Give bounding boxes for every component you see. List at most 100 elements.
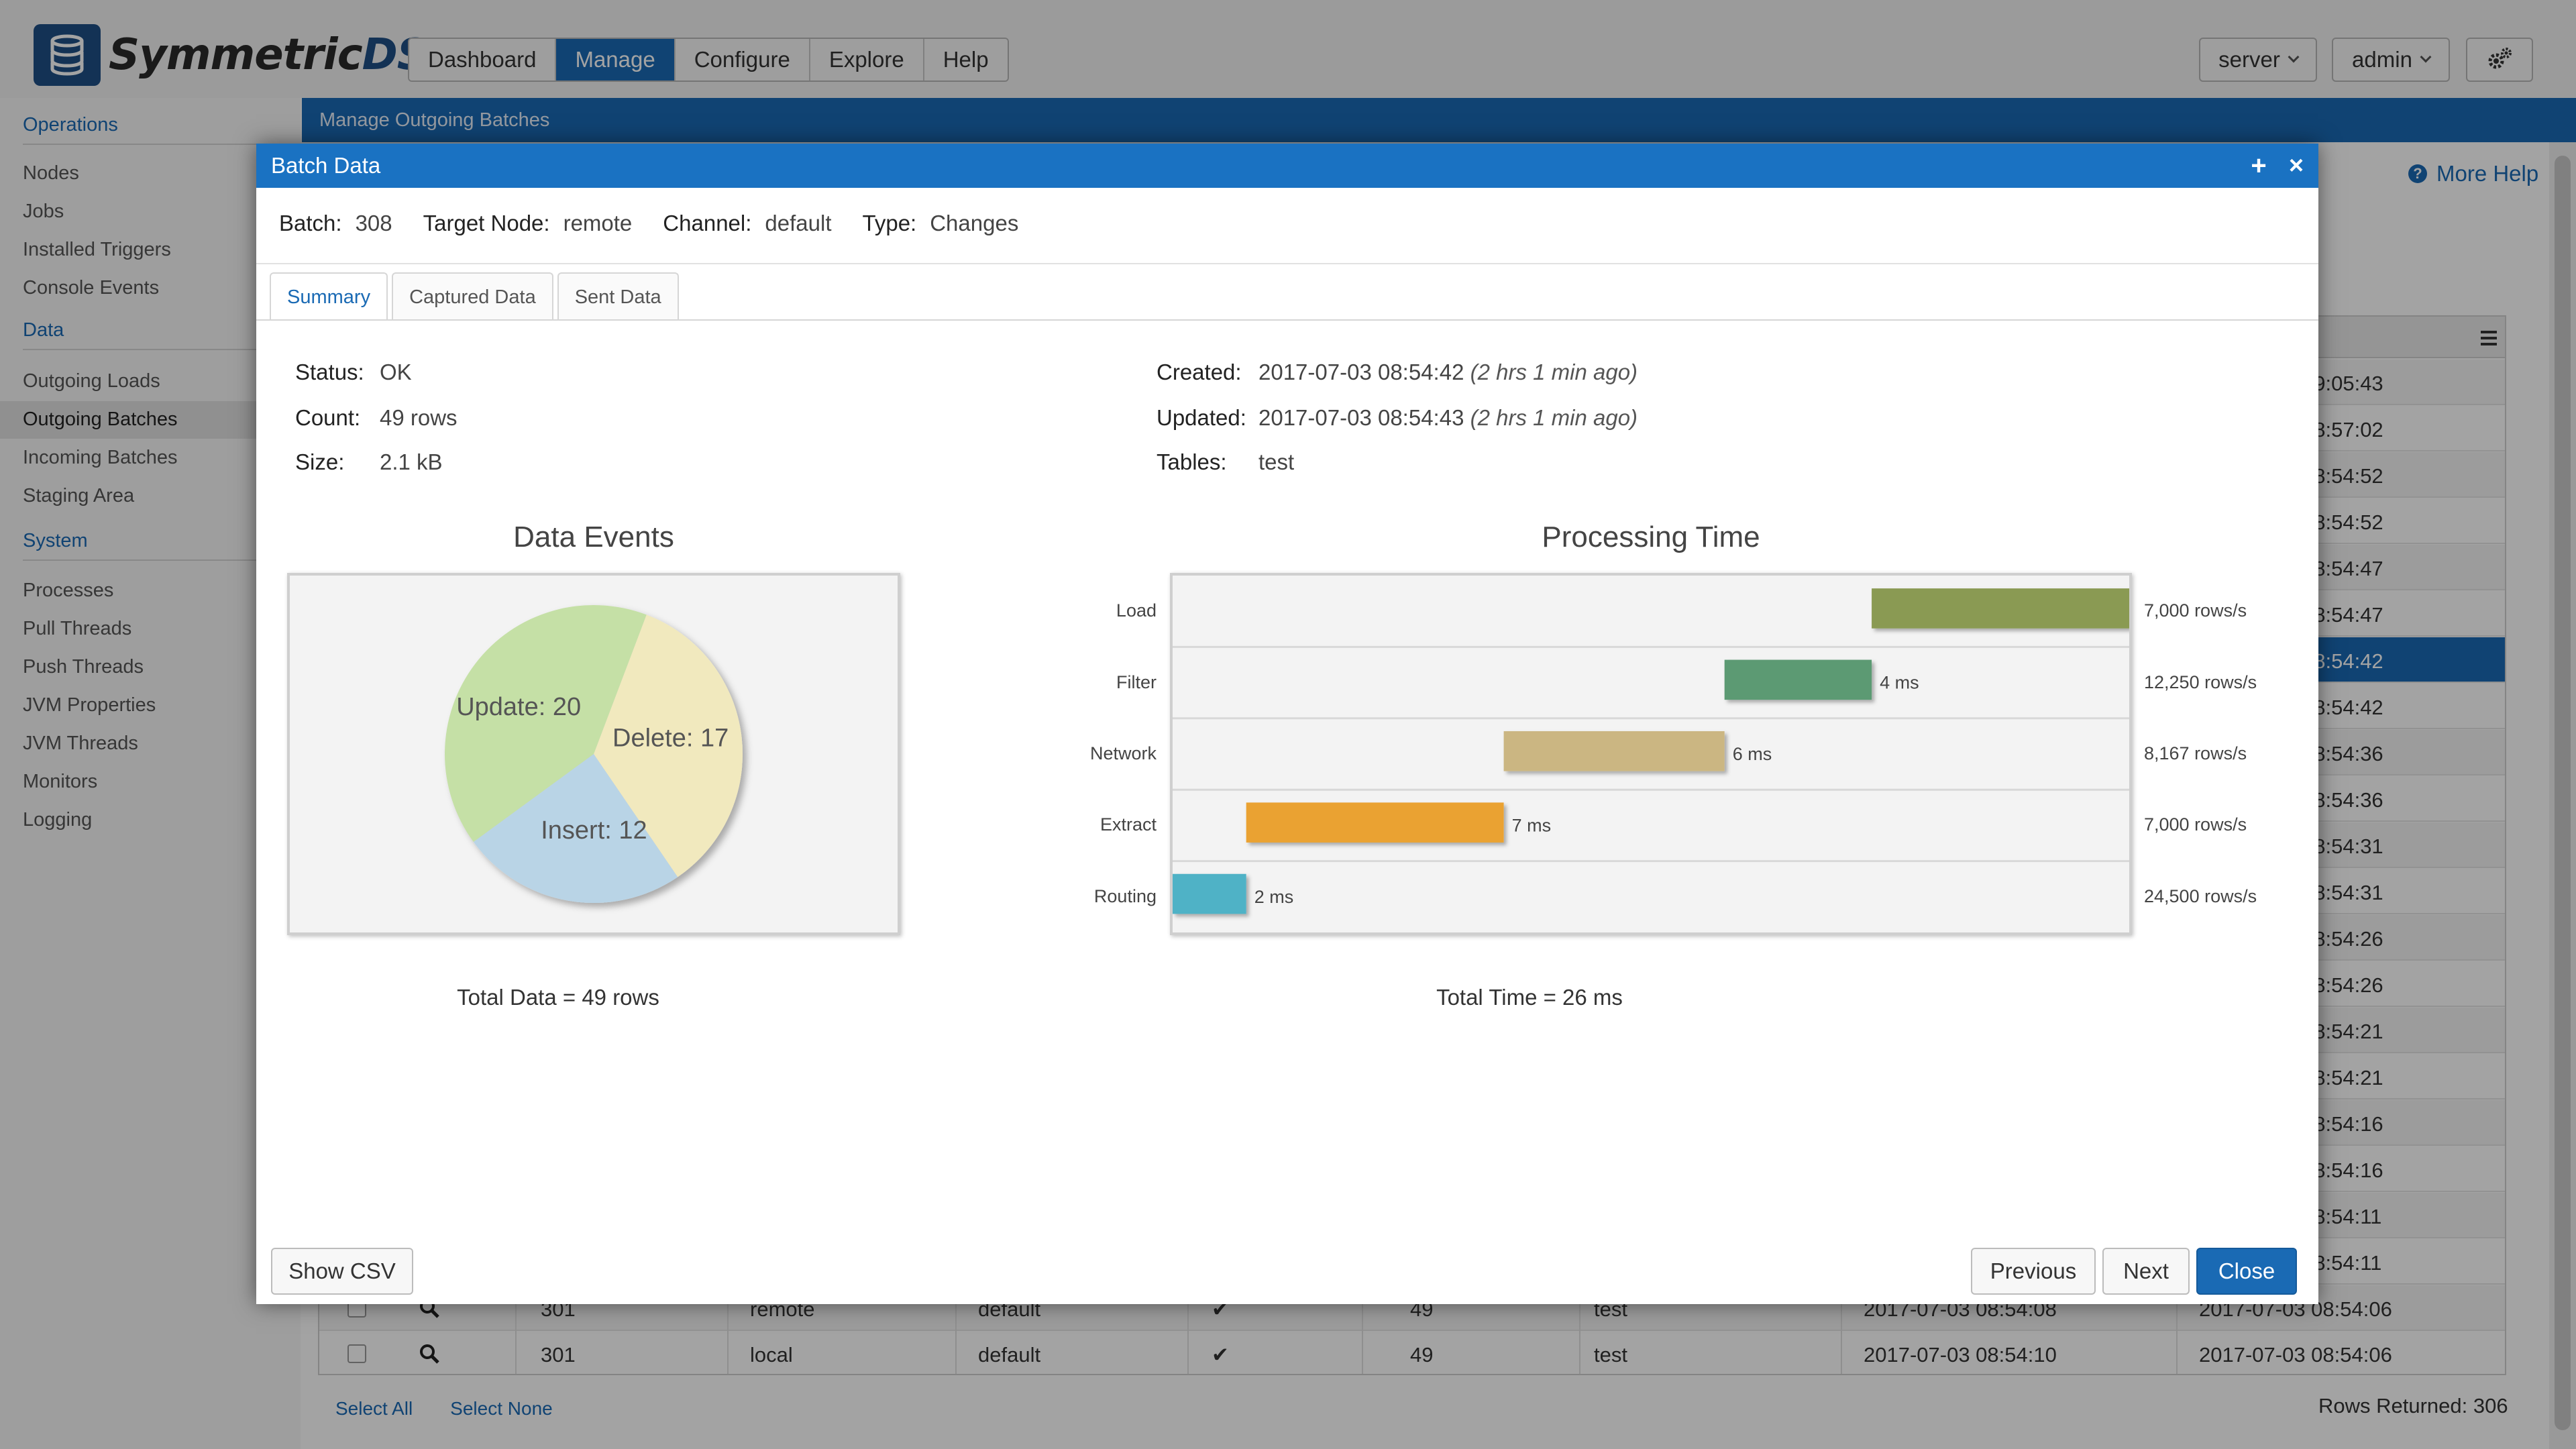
sidebar-item-installed-triggers[interactable]: Installed Triggers: [23, 239, 171, 260]
pie-slice-label: Insert: 12: [541, 816, 647, 845]
updated-label: Updated:: [1157, 405, 1246, 430]
sidebar-item-staging-area[interactable]: Staging Area: [23, 485, 135, 506]
sidebar-item-incoming-batches[interactable]: Incoming Batches: [23, 447, 178, 468]
row-checkbox[interactable]: [347, 1344, 366, 1363]
sidebar-item-push-threads[interactable]: Push Threads: [23, 656, 144, 678]
bar-value-label: 4 ms: [1880, 673, 1919, 693]
count-label: Count:: [295, 405, 361, 430]
updated-field: Updated: 2017-07-03 08:54:43 (2 hrs 1 min…: [1157, 405, 1638, 431]
data-events-chart: Delete: 17 Insert: 12 Update: 20: [287, 573, 900, 935]
next-button[interactable]: Next: [2102, 1248, 2190, 1295]
sidebar-item-monitors[interactable]: Monitors: [23, 771, 98, 792]
scrollbar-thumb[interactable]: [2555, 156, 2571, 1430]
nav-configure[interactable]: Configure: [675, 39, 810, 80]
logo-icon: [34, 24, 101, 86]
sidebar-item-processes[interactable]: Processes: [23, 580, 114, 601]
last-update-time: 2017-07-03 08:54:06: [2199, 1343, 2392, 1366]
rate-label-network: 8,167 rows/s: [2144, 743, 2247, 763]
user-menu[interactable]: admin: [2332, 38, 2450, 82]
batch-id: 301: [541, 1343, 576, 1366]
status-field: Status: OK: [295, 360, 412, 385]
bar-filter[interactable]: [1724, 659, 1872, 700]
sidebar-item-jobs[interactable]: Jobs: [23, 201, 64, 222]
sidebar-item-console-events[interactable]: Console Events: [23, 277, 160, 299]
processing-time-chart: 7 ms4 ms6 ms7 ms2 ms: [1170, 573, 2132, 935]
bar-value-label: 2 ms: [1254, 887, 1294, 907]
created-field: Created: 2017-07-03 08:54:42 (2 hrs 1 min…: [1157, 360, 1638, 385]
total-time: Total Time = 26 ms: [1436, 985, 1623, 1010]
channel-value: default: [765, 211, 832, 235]
stage-label-extract: Extract: [1099, 814, 1157, 835]
bar-chart-title: Processing Time: [1542, 521, 1760, 553]
pie-slice-update[interactable]: [445, 605, 647, 843]
size-label: Size:: [295, 449, 345, 474]
checkmark-icon: ✔: [1212, 1343, 1229, 1366]
page-scrollbar[interactable]: [2549, 142, 2576, 1449]
sidebar-heading-operations[interactable]: Operations: [23, 114, 118, 136]
sidebar-heading-data[interactable]: Data: [23, 319, 64, 341]
bar-value-label: 6 ms: [1733, 744, 1772, 764]
bar-load[interactable]: [1872, 588, 2129, 629]
column-menu-icon[interactable]: [2475, 325, 2502, 352]
divider: [23, 144, 301, 145]
pie-slice-delete[interactable]: [594, 614, 743, 877]
bar-network[interactable]: [1503, 731, 1725, 771]
select-all-link[interactable]: Select All: [335, 1398, 413, 1419]
tab-sent-data[interactable]: Sent Data: [557, 272, 679, 321]
previous-button[interactable]: Previous: [1971, 1248, 2096, 1295]
rows-returned: Rows Returned: 306: [2318, 1394, 2508, 1417]
created-label: Created:: [1157, 360, 1242, 384]
nav-help[interactable]: Help: [924, 39, 1008, 80]
nav-manage[interactable]: Manage: [556, 39, 676, 80]
maximize-icon[interactable]: +: [2251, 150, 2267, 180]
status-label: Status:: [295, 360, 364, 384]
close-button[interactable]: Close: [2196, 1248, 2297, 1295]
show-csv-button[interactable]: Show CSV: [271, 1248, 413, 1295]
size-value: 2.1 kB: [380, 449, 443, 474]
main-nav: Dashboard Manage Configure Explore Help: [408, 38, 1009, 82]
pie-chart-title: Data Events: [513, 521, 674, 553]
more-help-link[interactable]: ? More Help: [2408, 161, 2538, 186]
node-id: local: [750, 1343, 793, 1366]
updated-relative: (2 hrs 1 min ago): [1470, 405, 1638, 430]
sidebar-item-outgoing-loads[interactable]: Outgoing Loads: [23, 370, 160, 392]
view-batch-icon[interactable]: [419, 1343, 440, 1370]
tables-label: Tables:: [1157, 449, 1227, 474]
gears-icon: [2488, 48, 2512, 69]
pie-chart: Delete: 17 Insert: 12 Update: 20: [445, 605, 743, 903]
divider: [23, 349, 301, 350]
sidebar-heading-system[interactable]: System: [23, 530, 88, 551]
batch-value: 308: [355, 211, 392, 235]
close-icon[interactable]: ×: [2288, 151, 2304, 180]
sidebar-item-logging[interactable]: Logging: [23, 809, 93, 830]
bar-extract[interactable]: [1246, 802, 1504, 843]
target-node-label: Target Node:: [423, 211, 550, 235]
sidebar-item-pull-threads[interactable]: Pull Threads: [23, 618, 132, 639]
table-row[interactable]: 301 local default ✔ 49 test 2017-07-03 0…: [319, 1331, 2505, 1374]
server-menu[interactable]: server: [2199, 38, 2317, 82]
channel-label: Channel:: [663, 211, 752, 235]
dialog-title-text: Batch Data: [271, 153, 381, 178]
sidebar-item-jvm-properties[interactable]: JVM Properties: [23, 694, 156, 716]
nav-dashboard[interactable]: Dashboard: [409, 39, 557, 80]
bar-value-label: 7 ms: [1512, 815, 1552, 835]
tab-bar: Summary Captured Data Sent Data: [270, 272, 679, 321]
bar-routing[interactable]: [1173, 873, 1246, 914]
tables-field: Tables: test: [1157, 449, 1294, 475]
logo: SymmetricDS: [34, 24, 428, 86]
selection-links: Select All Select None: [335, 1398, 553, 1419]
total-data: Total Data = 49 rows: [457, 985, 659, 1010]
sidebar-item-nodes[interactable]: Nodes: [23, 162, 79, 184]
sidebar-item-outgoing-batches[interactable]: Outgoing Batches: [23, 409, 178, 430]
select-none-link[interactable]: Select None: [450, 1398, 553, 1419]
pie-slice-insert[interactable]: [473, 754, 678, 903]
nav-explore[interactable]: Explore: [810, 39, 924, 80]
sidebar-item-jvm-threads[interactable]: JVM Threads: [23, 733, 138, 754]
settings-button[interactable]: [2466, 38, 2533, 82]
created-time: 2017-07-03 08:54:10: [1864, 1343, 2057, 1366]
divider: [23, 559, 301, 561]
stage-label-load: Load: [1116, 600, 1157, 621]
rate-label-filter: 12,250 rows/s: [2144, 672, 2257, 692]
tab-summary[interactable]: Summary: [270, 272, 388, 321]
tab-captured-data[interactable]: Captured Data: [392, 272, 553, 321]
